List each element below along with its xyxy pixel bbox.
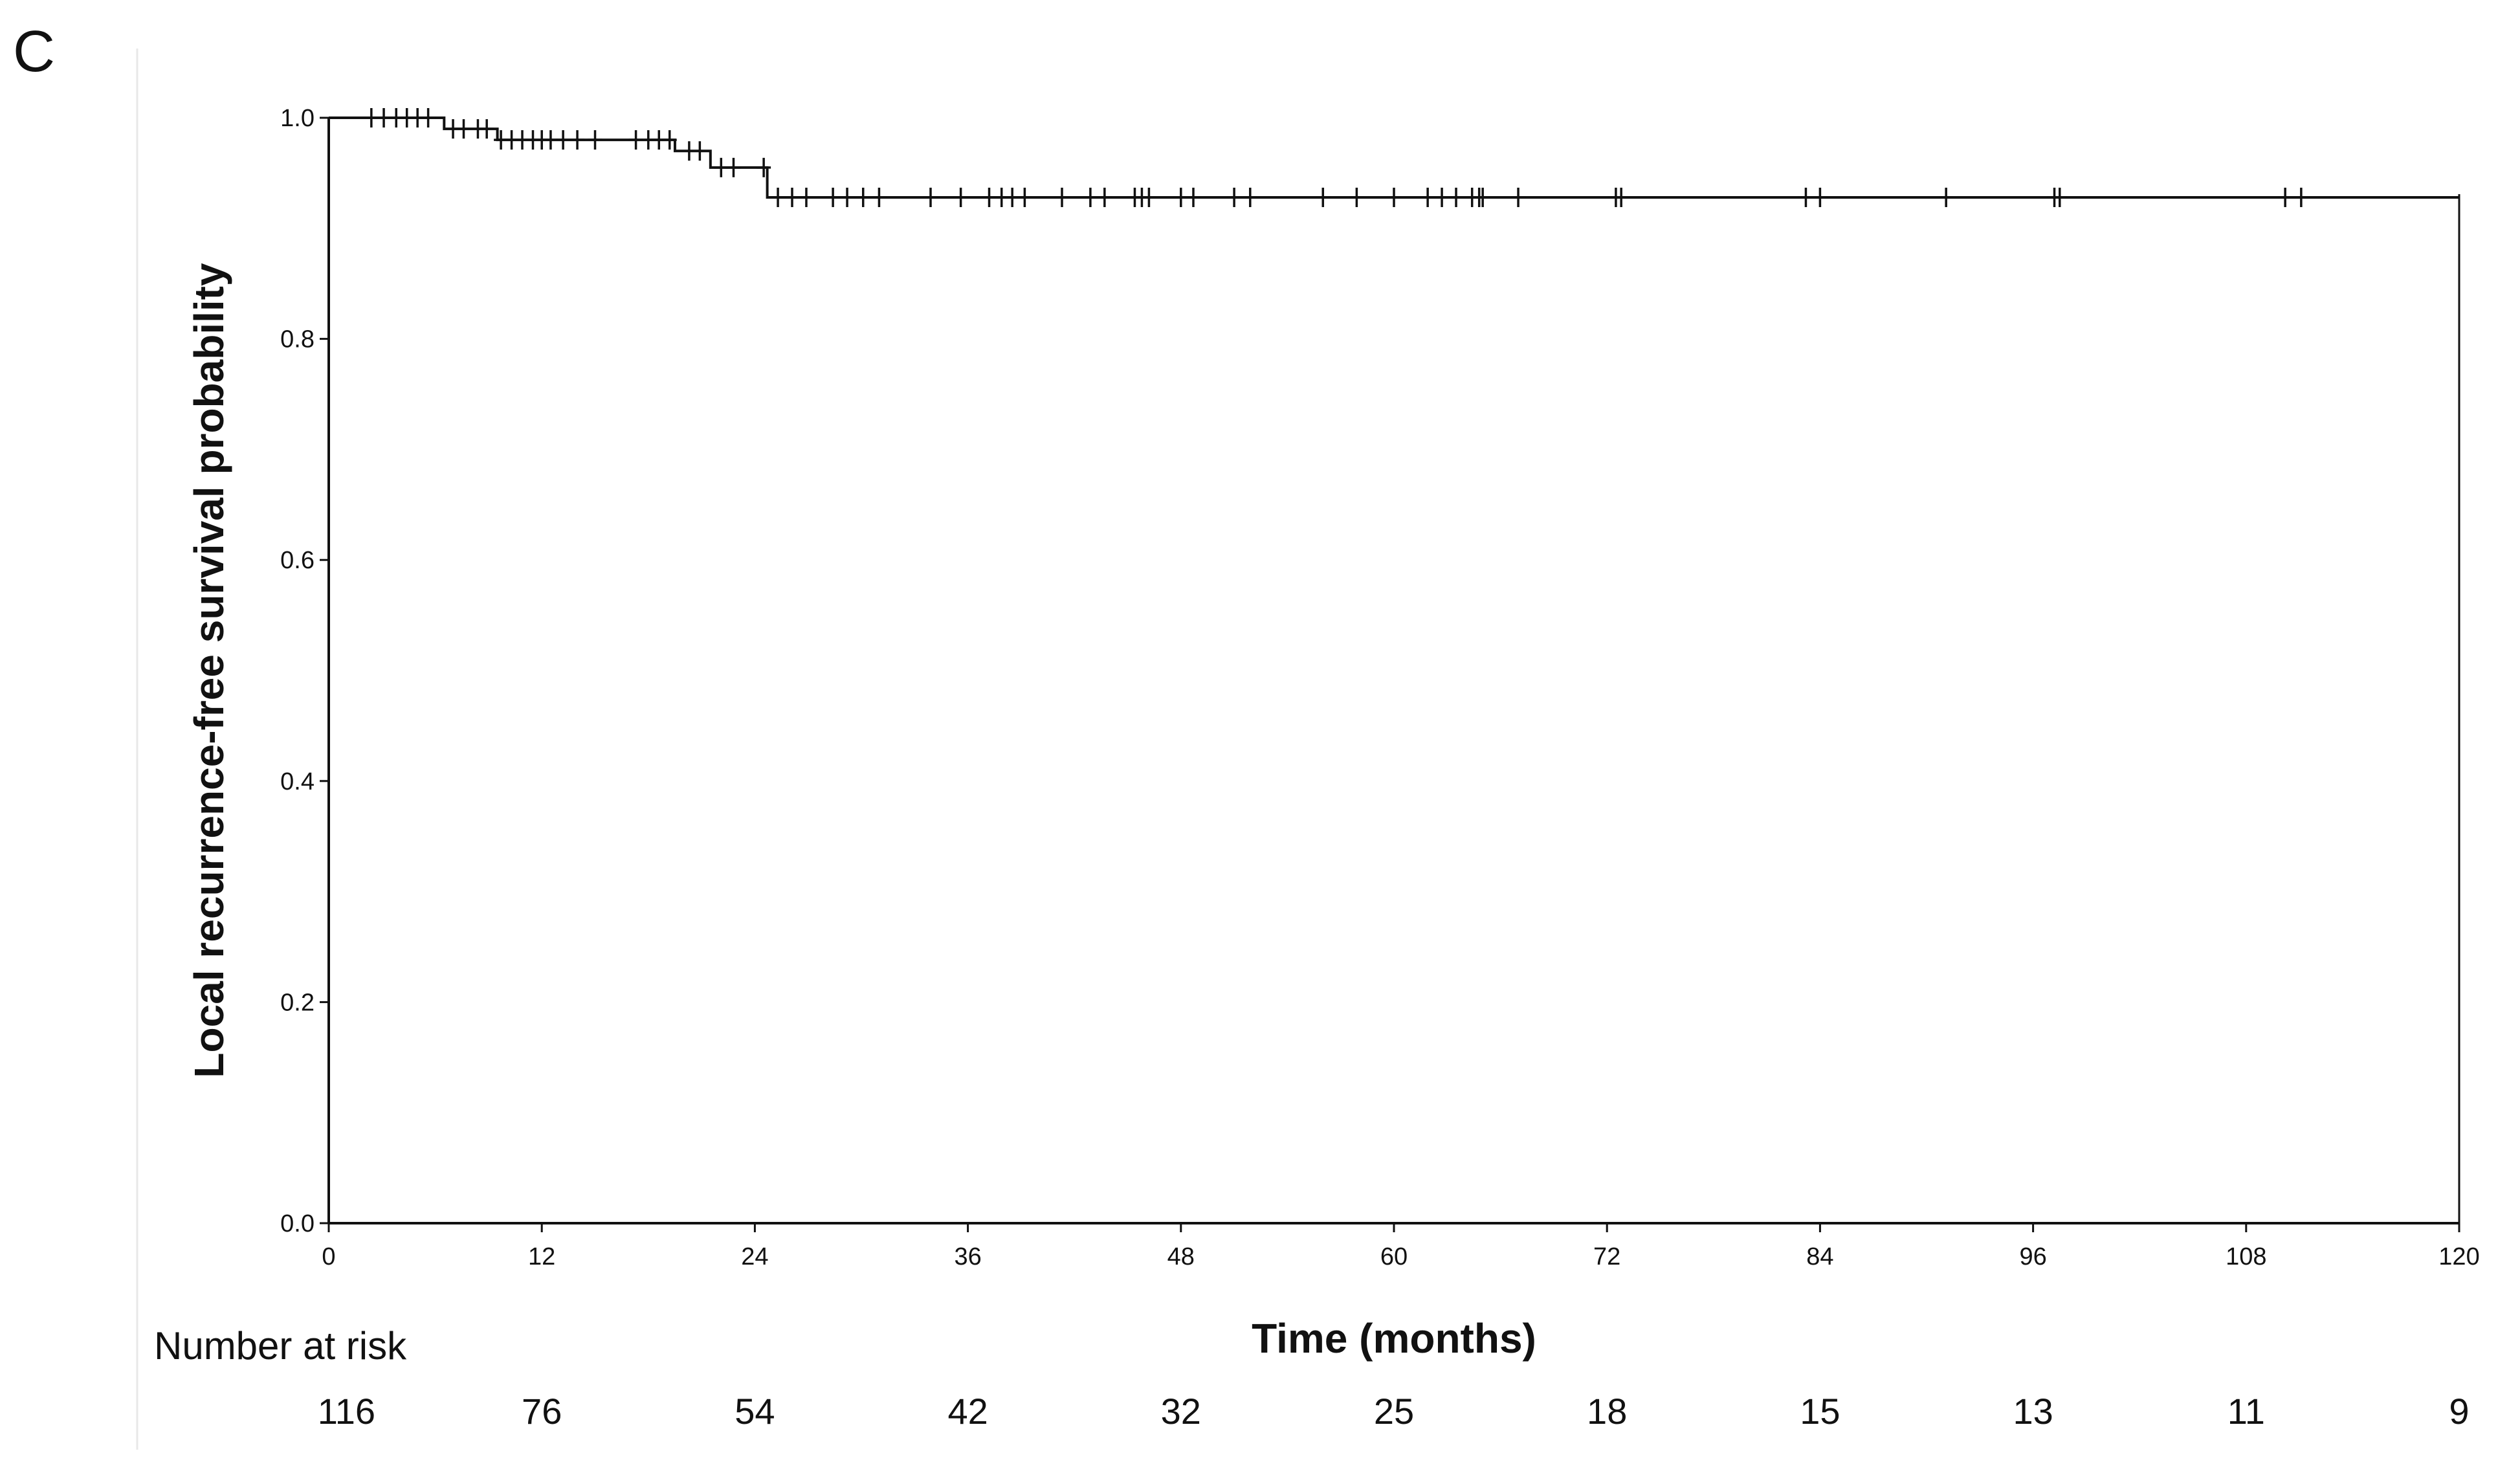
censor-mark — [785, 187, 800, 207]
risk-value: 116 — [318, 1391, 375, 1432]
censor-mark — [856, 187, 870, 207]
censor-mark — [1798, 187, 1813, 207]
survival-step-line — [329, 116, 2459, 199]
censor-mark — [662, 130, 677, 150]
risk-value: 25 — [1374, 1391, 1414, 1432]
censor-mark — [2294, 187, 2308, 207]
censor-mark — [840, 187, 855, 207]
censor-mark — [556, 130, 571, 150]
censor-mark — [2278, 187, 2293, 207]
x-tick-label: 120 — [2438, 1243, 2479, 1270]
censor-mark — [1614, 187, 1629, 207]
censor-mark — [1017, 187, 1032, 207]
x-tick-label: 84 — [1806, 1243, 1833, 1270]
censor-mark — [588, 130, 602, 150]
censor-mark — [456, 119, 471, 139]
censor-mark — [1813, 187, 1828, 207]
risk-value: 18 — [1587, 1391, 1627, 1432]
censor-mark — [692, 141, 707, 161]
censor-mark — [1316, 187, 1331, 207]
x-tick-label: 96 — [2019, 1243, 2046, 1270]
x-ticks: 0 12 24 36 48 60 72 84 96 108 120 — [322, 1223, 2480, 1270]
risk-value: 11 — [2227, 1391, 2265, 1432]
censor-mark — [799, 187, 813, 207]
censor-mark — [1186, 187, 1200, 207]
x-axis-title: Time (months) — [1252, 1315, 1536, 1362]
x-axis: 0 12 24 36 48 60 72 84 96 108 120 Time (months) — [322, 1222, 2480, 1362]
censor-mark — [1083, 187, 1098, 207]
y-ticks: 0.0 0.2 0.4 0.6 0.8 1.0 — [280, 105, 329, 1237]
censor-mark — [2052, 187, 2067, 207]
risk-value: 32 — [1161, 1391, 1201, 1432]
censor-mark — [1476, 187, 1490, 207]
risk-values: 116 76 54 42 32 25 18 15 13 11 9 — [318, 1391, 2470, 1432]
censor-mark — [1435, 187, 1450, 207]
censor-mark — [1387, 187, 1401, 207]
censor-mark — [1449, 187, 1464, 207]
risk-value: 76 — [522, 1391, 562, 1432]
censor-mark — [570, 130, 585, 150]
censor-mark — [1243, 187, 1257, 207]
y-tick-label: 1.0 — [280, 105, 315, 132]
y-tick-label: 0.0 — [280, 1210, 315, 1237]
censor-mark — [771, 187, 786, 207]
x-tick-label: 48 — [1167, 1243, 1195, 1270]
y-tick-label: 0.2 — [280, 989, 315, 1016]
censor-mark — [1511, 187, 1526, 207]
risk-value: 42 — [947, 1391, 988, 1432]
risk-value: 9 — [2449, 1391, 2469, 1432]
censor-marks — [364, 108, 2308, 207]
censor-mark — [826, 187, 841, 207]
censor-mark — [1939, 187, 1954, 207]
risk-value: 15 — [1800, 1391, 1840, 1432]
censor-mark — [1055, 187, 1069, 207]
y-axis-title: Local recurrence-free survival probabili… — [186, 263, 232, 1078]
number-at-risk-heading: Number at risk — [154, 1324, 407, 1368]
survival-curve — [329, 116, 2459, 199]
risk-value: 54 — [735, 1391, 775, 1432]
censor-mark — [714, 157, 729, 177]
censor-mark — [1349, 187, 1364, 207]
y-tick-label: 0.8 — [280, 326, 315, 353]
censor-mark — [757, 157, 771, 177]
y-tick-label: 0.4 — [280, 768, 315, 795]
x-tick-label: 108 — [2226, 1243, 2266, 1270]
x-tick-label: 0 — [322, 1243, 335, 1270]
censor-mark — [543, 130, 558, 150]
x-tick-label: 36 — [954, 1243, 981, 1270]
censor-mark — [1227, 187, 1242, 207]
risk-value: 13 — [2013, 1391, 2053, 1432]
censor-mark — [628, 130, 643, 150]
censor-mark — [421, 108, 436, 127]
x-tick-label: 60 — [1380, 1243, 1408, 1270]
censor-mark — [1420, 187, 1435, 207]
censor-mark — [923, 187, 938, 207]
censor-mark — [1173, 187, 1188, 207]
censor-mark — [377, 108, 392, 127]
censor-mark — [953, 187, 968, 207]
panel-label: C — [13, 19, 55, 84]
censor-mark — [480, 119, 494, 139]
censor-mark — [1005, 187, 1020, 207]
x-tick-label: 24 — [741, 1243, 768, 1270]
y-axis: 0.0 0.2 0.4 0.6 0.8 1.0 Local recurrence-free… — [186, 105, 330, 1237]
number-at-risk-table: Number at risk 116 76 54 42 32 25 18 15 13 11 9 — [154, 1324, 2470, 1432]
censor-mark — [364, 108, 379, 127]
censor-mark — [1142, 187, 1156, 207]
censor-mark — [1097, 187, 1112, 207]
censor-mark — [982, 187, 997, 207]
y-tick-label: 0.6 — [280, 547, 315, 574]
x-tick-label: 12 — [528, 1243, 555, 1270]
x-tick-label: 72 — [1593, 1243, 1620, 1270]
censor-mark — [726, 157, 741, 177]
censor-mark — [872, 187, 887, 207]
